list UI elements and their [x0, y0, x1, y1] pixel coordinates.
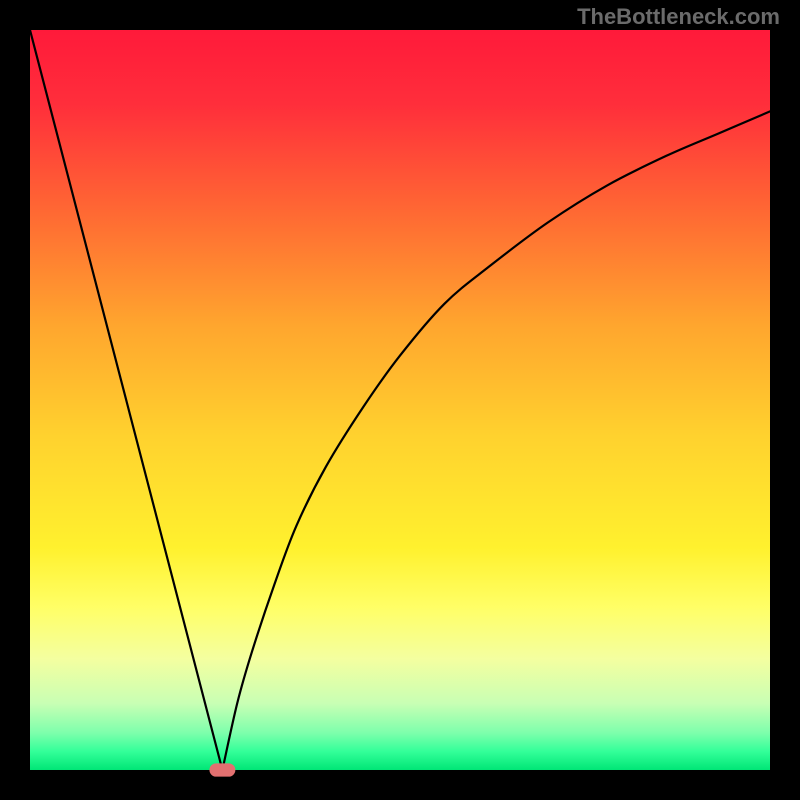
bottleneck-chart [0, 0, 800, 800]
chart-container: TheBottleneck.com [0, 0, 800, 800]
plot-background-gradient [30, 30, 770, 770]
minimum-marker [209, 763, 235, 776]
